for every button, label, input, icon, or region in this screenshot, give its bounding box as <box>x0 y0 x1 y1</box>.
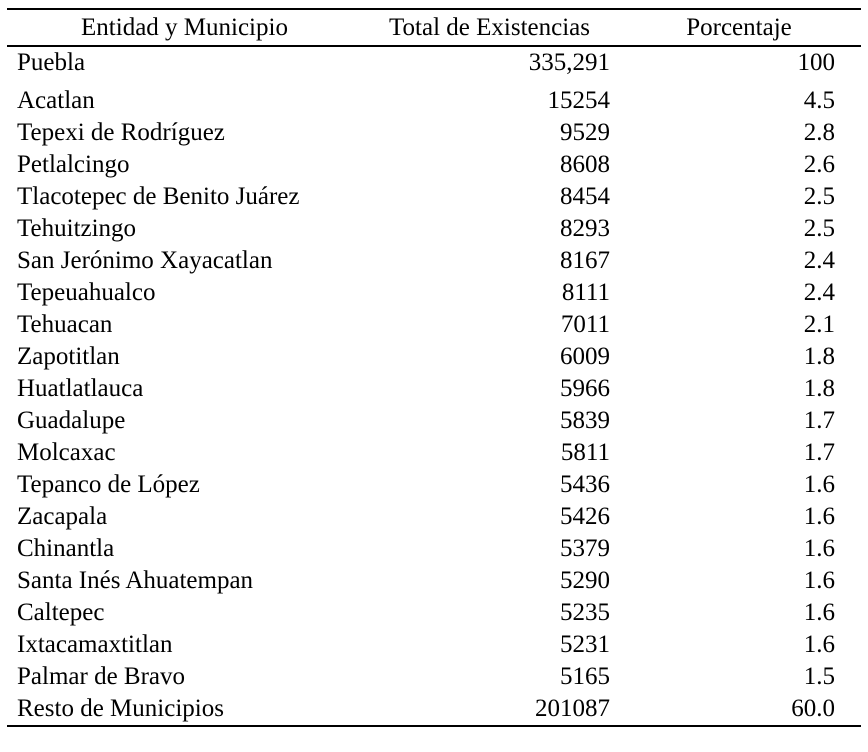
cell-entity: Tehuacan <box>17 311 113 338</box>
table-row: Acatlan 15254 4.5 <box>7 85 861 117</box>
cell-total: 5290 <box>560 567 610 594</box>
table-row: Tlacotepec de Benito Juárez 8454 2.5 <box>7 181 861 213</box>
table-row: Petlalcingo 8608 2.6 <box>7 149 861 181</box>
cell-percent: 2.4 <box>803 279 835 306</box>
existencias-table: Entidad y Municipio Total de Existencias… <box>7 8 861 727</box>
cell-entity: San Jerónimo Xayacatlan <box>17 247 273 274</box>
cell-total: 8167 <box>560 247 610 274</box>
cell-entity: Caltepec <box>17 599 105 626</box>
summary-row-puebla: Puebla 335,291 100 <box>7 46 861 85</box>
cell-entity: Ixtacamaxtitlan <box>17 631 173 658</box>
table-row: Santa Inés Ahuatempan 5290 1.6 <box>7 565 861 597</box>
cell-total: 5426 <box>560 503 610 530</box>
cell-percent: 1.6 <box>803 535 835 562</box>
cell-total: 5231 <box>560 631 610 658</box>
cell-entity: Zapotitlan <box>17 343 120 370</box>
table-row: Huatlatlauca 5966 1.8 <box>7 373 861 405</box>
cell-total: 335,291 <box>528 49 610 76</box>
cell-entity: Tepanco de López <box>17 471 200 498</box>
cell-total: 5839 <box>560 407 610 434</box>
column-header-percent: Porcentaje <box>617 9 861 47</box>
table-row: San Jerónimo Xayacatlan 8167 2.4 <box>7 245 861 277</box>
cell-total: 7011 <box>560 311 610 338</box>
cell-percent: 1.6 <box>803 599 835 626</box>
cell-entity: Palmar de Bravo <box>17 663 186 690</box>
cell-total: 6009 <box>560 343 610 370</box>
cell-percent: 1.7 <box>803 407 835 434</box>
cell-total: 8608 <box>560 151 610 178</box>
cell-percent: 2.5 <box>803 183 835 210</box>
cell-entity: Guadalupe <box>17 407 126 434</box>
table-row: Chinantla 5379 1.6 <box>7 533 861 565</box>
header-row: Entidad y Municipio Total de Existencias… <box>7 9 861 47</box>
cell-entity: Tepexi de Rodríguez <box>17 119 225 146</box>
cell-total: 9529 <box>560 119 610 146</box>
table-row: Caltepec 5235 1.6 <box>7 597 861 629</box>
municipality-table-container: Entidad y Municipio Total de Existencias… <box>7 8 861 727</box>
cell-total: 5436 <box>560 471 610 498</box>
table-row: Ixtacamaxtitlan 5231 1.6 <box>7 629 861 661</box>
table-row: Resto de Municipios 201087 60.0 <box>7 693 861 726</box>
cell-entity: Huatlatlauca <box>17 375 144 402</box>
cell-total: 201087 <box>535 695 610 722</box>
cell-entity: Acatlan <box>17 87 95 114</box>
cell-total: 8293 <box>560 215 610 242</box>
cell-percent: 60.0 <box>791 695 835 722</box>
cell-percent: 1.6 <box>803 567 835 594</box>
cell-total: 5165 <box>560 663 610 690</box>
cell-percent: 2.4 <box>803 247 835 274</box>
cell-entity: Chinantla <box>17 535 115 562</box>
table-row: Tehuitzingo 8293 2.5 <box>7 213 861 245</box>
cell-entity: Zacapala <box>17 503 108 530</box>
table-row: Molcaxac 5811 1.7 <box>7 437 861 469</box>
table-row: Tepexi de Rodríguez 9529 2.8 <box>7 117 861 149</box>
cell-percent: 1.6 <box>803 503 835 530</box>
cell-entity: Petlalcingo <box>17 151 130 178</box>
cell-percent: 1.5 <box>803 663 835 690</box>
cell-percent: 1.8 <box>803 375 835 402</box>
cell-percent: 2.6 <box>803 151 835 178</box>
table-row: Tehuacan 7011 2.1 <box>7 309 861 341</box>
cell-total: 5379 <box>560 535 610 562</box>
cell-entity: Santa Inés Ahuatempan <box>17 567 254 594</box>
table-row: Zacapala 5426 1.6 <box>7 501 861 533</box>
cell-total: 15254 <box>547 87 611 114</box>
table-row: Tepanco de López 5436 1.6 <box>7 469 861 501</box>
cell-entity: Tepeuahualco <box>17 279 156 306</box>
cell-total: 5966 <box>560 375 610 402</box>
cell-entity: Molcaxac <box>17 439 116 466</box>
cell-entity: Puebla <box>17 49 86 76</box>
table-row: Tepeuahualco 8111 2.4 <box>7 277 861 309</box>
cell-entity: Tehuitzingo <box>17 215 137 242</box>
cell-total: 8111 <box>561 279 610 306</box>
column-header-entity: Entidad y Municipio <box>7 9 362 47</box>
cell-percent: 4.5 <box>803 87 835 114</box>
cell-percent: 100 <box>797 49 836 76</box>
cell-entity: Tlacotepec de Benito Juárez <box>17 183 300 210</box>
cell-total: 8454 <box>560 183 610 210</box>
cell-entity: Resto de Municipios <box>17 695 224 722</box>
cell-percent: 2.1 <box>803 311 835 338</box>
cell-percent: 1.7 <box>803 439 835 466</box>
cell-total: 5235 <box>560 599 610 626</box>
table-row: Zapotitlan 6009 1.8 <box>7 341 861 373</box>
table-body: Puebla 335,291 100 Acatlan 15254 4.5 Tep… <box>7 46 861 726</box>
cell-total: 5811 <box>560 439 610 466</box>
cell-percent: 1.6 <box>803 471 835 498</box>
cell-percent: 1.8 <box>803 343 835 370</box>
table-row: Guadalupe 5839 1.7 <box>7 405 861 437</box>
table-row: Palmar de Bravo 5165 1.5 <box>7 661 861 693</box>
cell-percent: 1.6 <box>803 631 835 658</box>
cell-percent: 2.5 <box>803 215 835 242</box>
table-header: Entidad y Municipio Total de Existencias… <box>7 9 861 47</box>
cell-percent: 2.8 <box>803 119 835 146</box>
column-header-total: Total de Existencias <box>362 9 617 47</box>
